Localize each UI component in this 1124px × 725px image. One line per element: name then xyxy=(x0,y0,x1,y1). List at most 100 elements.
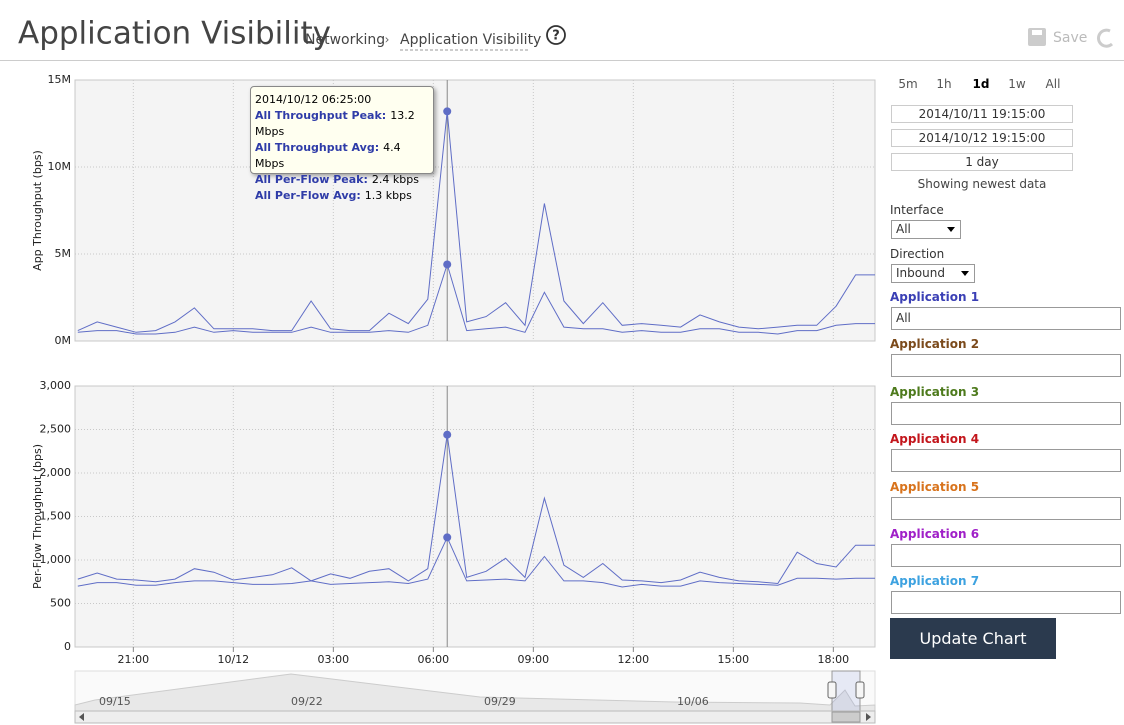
x-tick-label: 18:00 xyxy=(817,653,849,666)
page-title: Application Visibility xyxy=(18,16,331,52)
tooltip-label: All Per-Flow Avg: xyxy=(255,189,361,202)
hover-point xyxy=(443,260,452,269)
tooltip-row: All Throughput Peak: 13.2 Mbps xyxy=(255,108,429,140)
select-value: Inbound xyxy=(896,266,945,280)
breadcrumb[interactable]: Application Visibility xyxy=(400,32,541,48)
application-input[interactable] xyxy=(891,544,1121,567)
tooltip-value: 13.2 Mbps xyxy=(255,109,415,138)
select-value: All xyxy=(896,222,911,236)
navigator-handle xyxy=(855,681,865,699)
plot-area xyxy=(74,79,876,342)
status-text: Showing newest data xyxy=(917,177,1047,191)
y-tick-label: 0 xyxy=(64,640,71,653)
tooltip-rows: All Throughput Peak: 13.2 Mbps All Through… xyxy=(255,108,429,204)
scrollbar xyxy=(74,710,876,724)
application-input[interactable]: All xyxy=(891,307,1121,330)
tooltip-label: All Throughput Peak: xyxy=(255,109,387,122)
tooltip-label: All Throughput Avg: xyxy=(255,141,380,154)
y-tick-label: 500 xyxy=(50,597,71,610)
application-label: Application 4 xyxy=(890,432,980,447)
field-label: Direction xyxy=(890,247,945,261)
select[interactable]: Inbound xyxy=(891,264,975,283)
application-label: Application 2 xyxy=(890,337,980,352)
x-tick-label: 21:00 xyxy=(117,653,149,666)
application-input[interactable] xyxy=(891,354,1121,378)
tooltip-value: 2.4 kbps xyxy=(371,173,419,186)
y-tick-label: 15M xyxy=(48,73,72,86)
tooltip-time: 2014/10/12 06:25:00 xyxy=(255,93,372,106)
navigator-label: 09/29 xyxy=(484,695,516,708)
x-tick-label: 09:00 xyxy=(517,653,549,666)
tooltip-value: 4.4 Mbps xyxy=(255,141,401,170)
x-tick-label: 06:00 xyxy=(417,653,449,666)
range-button[interactable]: 1w xyxy=(1008,77,1026,91)
navigator-window xyxy=(831,670,861,712)
application-input[interactable] xyxy=(891,591,1121,615)
time-field[interactable]: 2014/10/11 19:15:00 xyxy=(891,105,1073,123)
time-field[interactable]: 2014/10/12 19:15:00 xyxy=(891,129,1073,147)
tooltip: 2014/10/12 06:25:00 All Throughput Peak:… xyxy=(250,86,434,202)
application-value: All xyxy=(896,311,911,325)
range-button[interactable]: All xyxy=(1045,77,1061,91)
breadcrumb[interactable]: Networking xyxy=(305,32,385,48)
y-axis-label: App Throughput (bps) xyxy=(31,150,44,271)
application-input[interactable] xyxy=(891,449,1121,473)
select-arrow xyxy=(961,271,969,276)
tooltip-row: All Per-Flow Peak: 2.4 kbps xyxy=(255,172,429,188)
time-field[interactable]: 1 day xyxy=(891,153,1073,171)
tooltip-value: 1.3 kbps xyxy=(364,189,412,202)
tooltip-row: All Throughput Avg: 4.4 Mbps xyxy=(255,140,429,172)
y-tick-label: 1,000 xyxy=(40,553,72,566)
control-panel: 5m 1h 1d 1w All 2014/10/11 19:15:00 2014/10/12… xyxy=(880,60,1124,725)
hover-point xyxy=(443,107,452,116)
application-label: Application 5 xyxy=(890,479,980,494)
navigator-label: 09/22 xyxy=(291,695,323,708)
save-icon-detail xyxy=(1032,30,1042,35)
y-tick-label: 1,500 xyxy=(40,510,72,523)
navigator-label: 09/15 xyxy=(99,695,131,708)
field-label: Interface xyxy=(890,203,944,217)
application-label: Application 1 xyxy=(890,290,980,304)
hover-point xyxy=(443,430,452,439)
y-axis-label: Per-Flow Throughput (bps) xyxy=(31,444,44,589)
series-line xyxy=(77,111,875,333)
range-button[interactable]: 1h xyxy=(936,77,952,91)
range-button[interactable]: 1d xyxy=(972,77,990,91)
application-label: Application 3 xyxy=(890,384,980,399)
application-label: Application 6 xyxy=(890,527,980,541)
series-line xyxy=(77,434,875,585)
x-tick-label: 12:00 xyxy=(617,653,649,666)
scroll-right xyxy=(866,713,871,721)
x-tick-label: 15:00 xyxy=(717,653,749,666)
scrollbar-thumb xyxy=(831,711,861,723)
application-input[interactable] xyxy=(891,496,1121,520)
application-input[interactable] xyxy=(891,401,1121,425)
help-text[interactable]: ? xyxy=(552,29,560,44)
y-tick-label: 10M xyxy=(48,160,72,173)
y-tick-label: 3,000 xyxy=(40,379,72,392)
save-button[interactable]: Save xyxy=(1053,30,1087,46)
application-label: Application 7 xyxy=(890,574,980,589)
breadcrumb-separator: › xyxy=(385,33,390,47)
update-button[interactable]: Update Chart xyxy=(890,618,1056,659)
select-arrow xyxy=(947,227,955,232)
tooltip-row: All Per-Flow Avg: 1.3 kbps xyxy=(255,188,429,204)
help-icon[interactable] xyxy=(546,25,566,45)
y-tick-label: 0M xyxy=(55,334,72,347)
select[interactable]: All xyxy=(891,220,961,239)
series-line xyxy=(77,536,875,588)
navigator-label: 10/06 xyxy=(677,695,709,708)
x-tick-label: 10/12 xyxy=(217,653,249,666)
refresh-icon xyxy=(1097,28,1114,48)
tooltip-label: All Per-Flow Peak: xyxy=(255,173,368,186)
range-button[interactable]: 5m xyxy=(898,77,918,91)
navigator-handle xyxy=(827,681,837,699)
x-tick-label: 03:00 xyxy=(317,653,349,666)
y-tick-label: 5M xyxy=(55,247,72,260)
y-tick-label: 2,500 xyxy=(40,423,72,436)
hover-point xyxy=(443,533,452,542)
y-tick-label: 2,000 xyxy=(40,466,72,479)
series-line xyxy=(77,262,875,335)
scroll-left xyxy=(79,713,84,721)
